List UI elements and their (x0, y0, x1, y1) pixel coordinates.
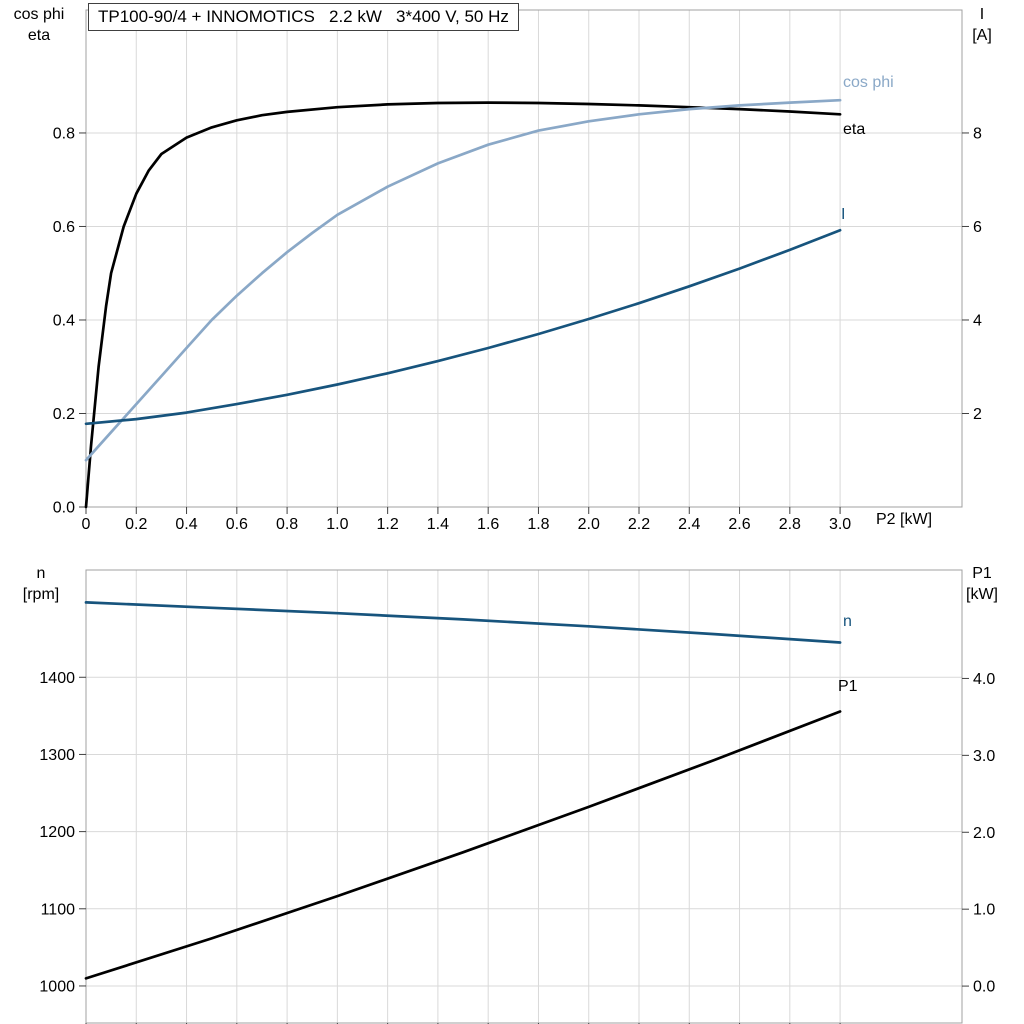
bottom-right-axis-label: P1 [kW] (950, 563, 1014, 605)
x-tick-label: 1.4 (427, 516, 449, 533)
left-tick-label: 1300 (39, 747, 75, 764)
x-tick-label: 1.8 (527, 516, 549, 533)
curve-label-current: I (841, 206, 846, 223)
x-tick-label: 0.4 (175, 516, 197, 533)
axis-label-cos-phi: cos phi (13, 6, 65, 23)
x-tick-label: 2.8 (779, 516, 801, 533)
left-tick-label: 0.4 (53, 312, 75, 329)
right-tick-label: 2.0 (973, 825, 995, 842)
series-i (84, 228, 842, 426)
x-tick-label: 1.2 (377, 516, 399, 533)
series-p1 (84, 710, 842, 980)
right-tick-label: 2 (973, 406, 982, 423)
axis-label-eta: eta (27, 27, 51, 44)
curve-label-speed: n (843, 613, 852, 630)
right-tick-label: 6 (973, 219, 982, 236)
x-tick-label: 0 (82, 516, 91, 533)
x-tick-label: 2.0 (578, 516, 600, 533)
x-tick-label: 0.6 (226, 516, 248, 533)
left-tick-label: 0.6 (53, 219, 75, 236)
right-tick-label: 0.0 (973, 979, 995, 996)
curve-label-p1: P1 (838, 678, 858, 695)
left-tick-label: 1400 (39, 670, 75, 687)
left-tick-label: 1100 (41, 901, 76, 918)
left-tick-label: 0.0 (53, 500, 75, 517)
left-tick-label: 0.2 (53, 406, 75, 423)
bottom-left-axis-label: n [rpm] (3, 563, 79, 605)
plot-frame (85, 569, 963, 1024)
left-tick-label: 0.8 (53, 125, 75, 142)
top-left-axis-label: cos phi eta (1, 4, 77, 46)
series-n (84, 601, 842, 644)
axis-label-speed-unit: [rpm] (22, 586, 60, 603)
left-tick-label: 1200 (39, 824, 75, 841)
chart-title-box: TP100-90/4 + INNOMOTICS 2.2 kW 3*400 V, … (88, 3, 519, 31)
curve-label-cos-phi: cos phi (843, 74, 894, 91)
axis-label-current-unit: [A] (972, 27, 992, 44)
left-tick-label: 1000 (39, 978, 75, 995)
x-tick-label: 0.2 (125, 516, 147, 533)
x-axis-label: P2 [kW] (876, 511, 933, 528)
x-tick-label: 1.6 (477, 516, 499, 533)
x-tick-label: 0.8 (276, 516, 298, 533)
right-tick-label: 8 (973, 125, 982, 142)
top-right-axis-label: I [A] (950, 4, 1014, 46)
axis-label-speed: n (36, 565, 46, 582)
x-tick-label: 2.4 (678, 516, 700, 533)
x-tick-label: 2.6 (728, 516, 750, 533)
series-eta (84, 101, 842, 509)
right-tick-label: 4.0 (973, 671, 995, 688)
plot-frame (85, 9, 963, 508)
x-tick-label: 3.0 (829, 516, 851, 533)
x-tick-label: 2.2 (628, 516, 650, 533)
axis-label-current: I (979, 6, 985, 23)
curve-label-eta: eta (843, 121, 866, 138)
x-tick-label: 1.0 (326, 516, 348, 533)
right-tick-label: 4 (973, 312, 982, 329)
right-tick-label: 1.0 (973, 902, 995, 919)
series-cos-phi (84, 98, 842, 462)
axis-label-p1-unit: [kW] (966, 586, 998, 603)
right-tick-label: 3.0 (973, 748, 995, 765)
axis-label-p1: P1 (972, 565, 992, 582)
